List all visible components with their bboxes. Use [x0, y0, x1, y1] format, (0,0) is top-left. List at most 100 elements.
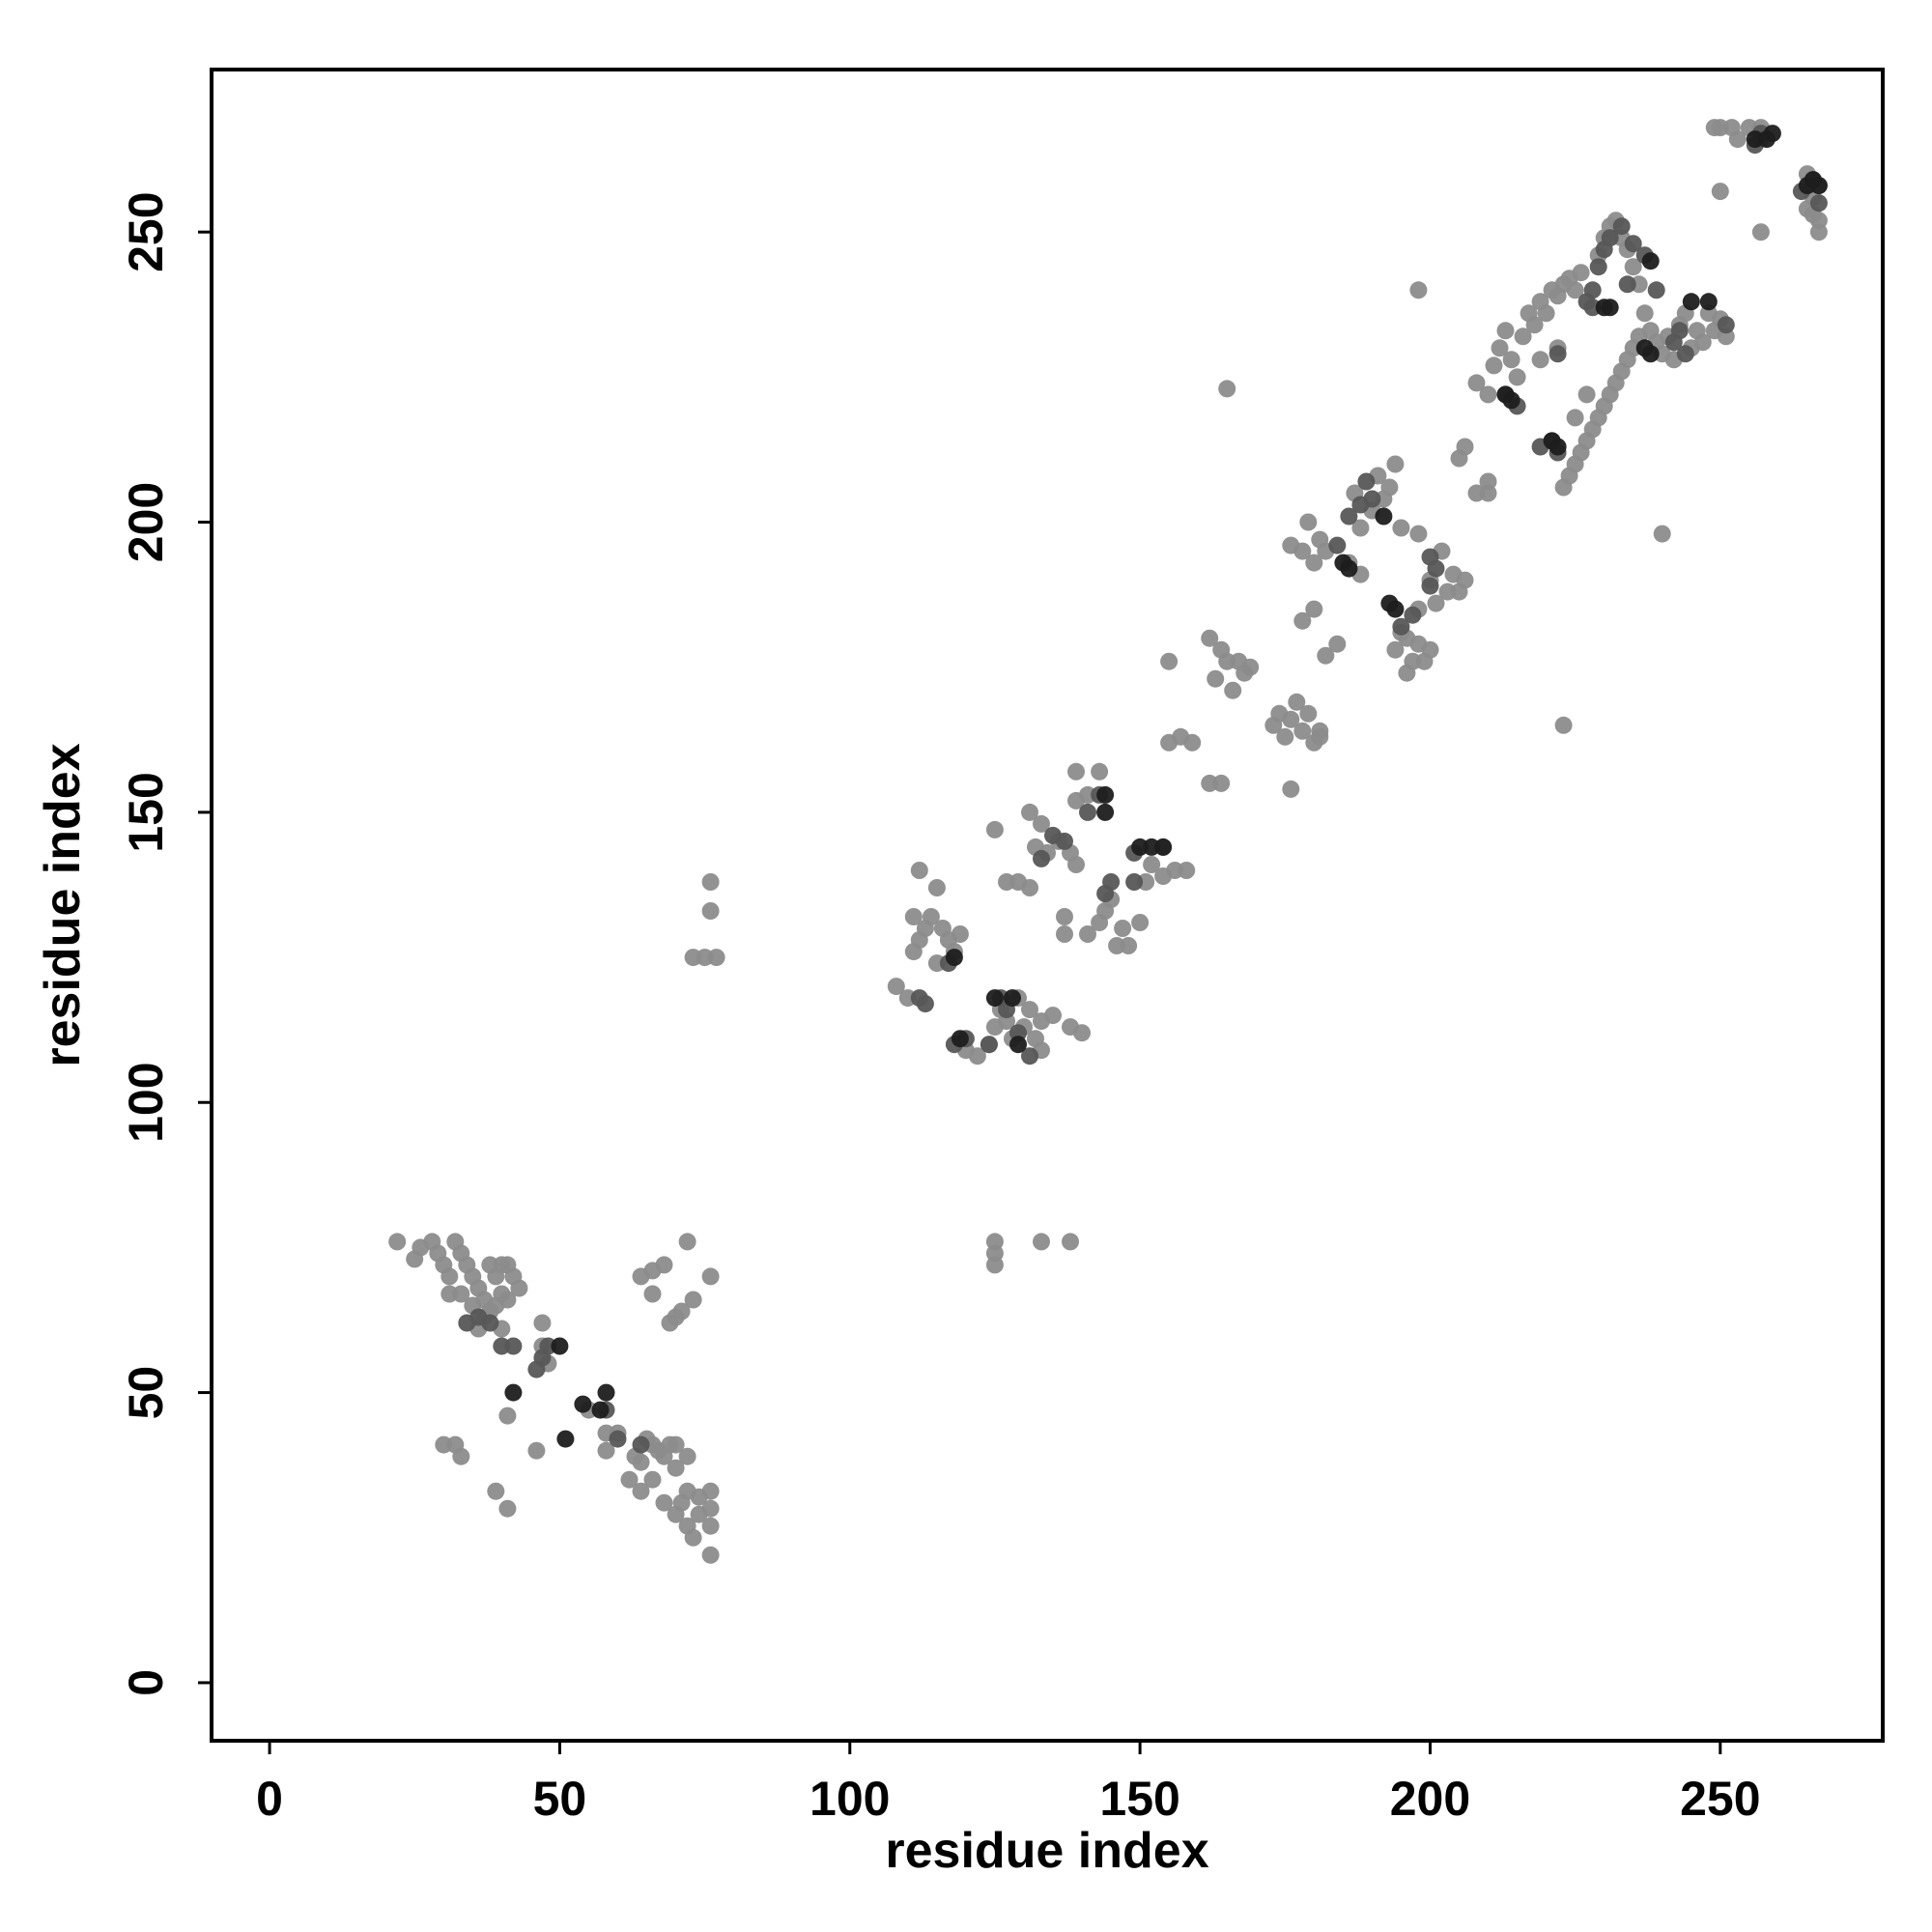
contact-point-light	[1021, 1001, 1038, 1019]
contact-point-light	[1311, 727, 1329, 746]
contact-point-mid	[1809, 194, 1828, 213]
contact-point-light	[1056, 908, 1073, 925]
contact-point-light	[1421, 640, 1439, 659]
contact-point-mid	[1056, 832, 1073, 850]
contact-point-mid	[1340, 507, 1358, 526]
contact-point-light	[684, 1291, 702, 1309]
contact-point-light	[678, 1233, 696, 1251]
contact-point-light	[1299, 704, 1318, 723]
contact-point-light	[1131, 914, 1150, 931]
contact-point-light	[1021, 879, 1038, 896]
contact-point-light	[1293, 611, 1312, 630]
contact-point-dark	[951, 1030, 969, 1048]
y-tick-label: 250	[119, 191, 173, 271]
contact-point-light	[985, 1256, 1004, 1274]
y-tick-label: 0	[119, 1669, 173, 1696]
contact-point-light	[1386, 640, 1405, 659]
contact-point-light	[887, 978, 905, 996]
contact-point-light	[1067, 856, 1085, 873]
contact-point-light	[985, 820, 1004, 838]
contact-point-light	[1485, 356, 1503, 375]
contact-point-mid	[1670, 322, 1689, 340]
contact-point-light	[1062, 1233, 1079, 1251]
contact-point-light	[498, 1291, 517, 1309]
contact-point-light	[1305, 554, 1323, 572]
contact-point-light	[643, 1285, 662, 1303]
contact-point-light	[701, 1517, 720, 1535]
contact-point-light	[649, 1441, 668, 1460]
contact-point-mid	[481, 1314, 499, 1332]
contact-point-mid	[504, 1337, 523, 1355]
contact-point-light	[1299, 513, 1318, 531]
contact-point-light	[632, 1482, 650, 1500]
contact-point-dark	[1096, 785, 1115, 804]
contact-point-dark	[1154, 838, 1173, 856]
contact-point-light	[481, 1256, 499, 1274]
contact-point-light	[1635, 304, 1654, 323]
contact-point-light	[388, 1233, 407, 1251]
contact-point-light	[1317, 646, 1335, 665]
contact-point-mid	[1021, 1047, 1038, 1065]
contact-point-light	[1525, 316, 1544, 334]
contact-point-light	[1212, 774, 1231, 792]
contact-point-light	[1021, 803, 1038, 821]
contact-point-mid	[980, 1036, 998, 1054]
contact-point-light	[1328, 635, 1347, 653]
contact-point-light	[452, 1447, 470, 1465]
contact-point-light	[701, 1546, 720, 1564]
contact-point-mid	[1357, 472, 1376, 491]
contact-point-light	[1305, 600, 1323, 618]
x-tick-label: 150	[1099, 1772, 1179, 1826]
contact-point-light	[510, 1279, 528, 1297]
contact-point-light	[707, 949, 725, 967]
contact-point-light	[1531, 351, 1549, 369]
contact-point-light	[1282, 780, 1300, 798]
x-tick-label: 200	[1390, 1772, 1470, 1826]
contact-point-light	[620, 1470, 639, 1489]
contact-point-light	[1380, 478, 1399, 497]
contact-point-dark	[1699, 293, 1718, 311]
contact-point-mid	[1589, 258, 1607, 276]
contact-point-light	[1566, 281, 1584, 299]
contact-point-light	[487, 1482, 505, 1500]
contact-point-light	[1207, 669, 1225, 688]
contact-point-light	[1479, 385, 1497, 404]
contact-point-dark	[985, 989, 1004, 1008]
contact-point-light	[1091, 762, 1109, 781]
contact-point-light	[1079, 925, 1096, 943]
contact-point-light	[1566, 409, 1584, 427]
contact-point-mid	[1618, 275, 1636, 294]
contact-point-dark	[1641, 252, 1660, 270]
contact-point-dark	[1096, 803, 1115, 821]
contact-point-light	[1427, 594, 1445, 612]
contact-point-light	[597, 1441, 615, 1460]
contact-point-light	[1201, 629, 1219, 647]
contact-point-light	[440, 1267, 459, 1286]
contact-point-light	[1456, 571, 1474, 589]
contact-point-light	[1577, 385, 1596, 404]
contact-point-light	[910, 862, 928, 879]
contact-point-light	[1502, 351, 1520, 369]
contact-point-light	[1183, 733, 1202, 752]
contact-point-light	[1554, 716, 1573, 734]
contact-point-light	[1033, 814, 1050, 833]
contact-point-light	[1293, 722, 1312, 740]
contact-point-light	[1073, 1024, 1091, 1042]
contact-point-mid	[1033, 849, 1050, 867]
contact-point-dark	[556, 1430, 575, 1448]
contact-point-light	[701, 873, 720, 891]
contact-point-dark	[1340, 559, 1358, 578]
contact-point-dark	[945, 949, 963, 967]
contact-point-light	[1409, 281, 1428, 299]
contact-point-mid	[916, 995, 934, 1013]
contact-point-mid	[1676, 345, 1694, 363]
contact-point-light	[533, 1314, 552, 1332]
contact-point-mid	[1612, 217, 1631, 236]
contact-point-light	[1178, 862, 1196, 879]
contact-point-dark	[1375, 507, 1393, 526]
contact-point-light	[1751, 223, 1770, 242]
contact-point-dark	[1641, 345, 1660, 363]
contact-point-light	[1653, 525, 1671, 543]
contact-point-dark	[597, 1383, 615, 1402]
